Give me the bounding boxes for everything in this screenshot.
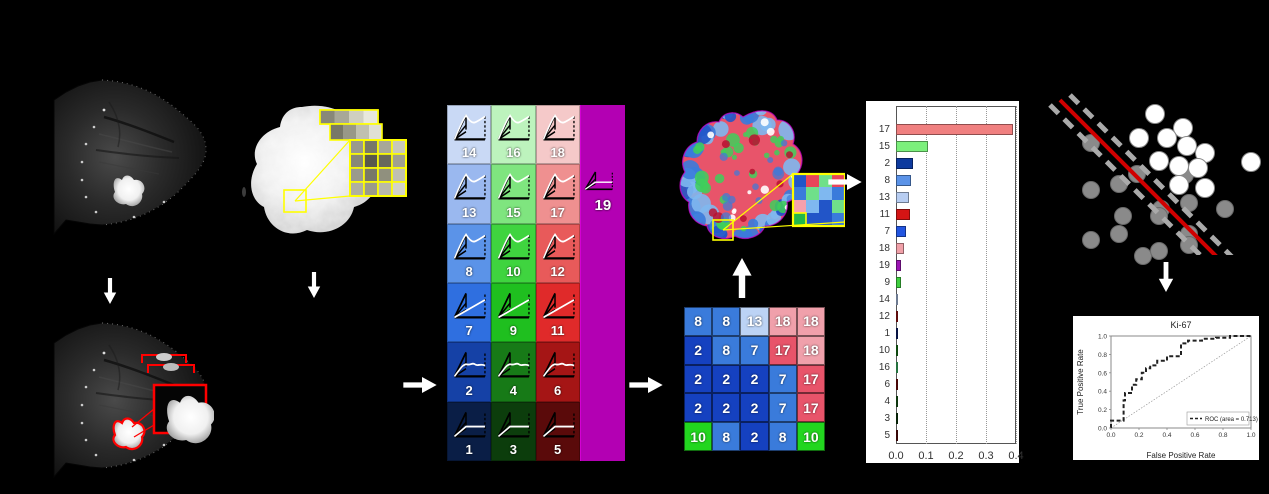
svg-text:0.0: 0.0: [1106, 432, 1115, 439]
svg-text:Ki-67: Ki-67: [1170, 320, 1191, 330]
svg-text:ROC (area = 0.713): ROC (area = 0.713): [1205, 417, 1258, 423]
svg-text:0.2: 0.2: [1098, 407, 1107, 414]
svg-text:0.6: 0.6: [1098, 370, 1107, 377]
svg-text:0.6: 0.6: [1190, 432, 1199, 439]
svg-text:0.2: 0.2: [1134, 432, 1143, 439]
svg-text:1.0: 1.0: [1098, 334, 1107, 341]
svg-text:False Positive Rate: False Positive Rate: [1147, 451, 1216, 460]
svg-text:0.8: 0.8: [1218, 432, 1227, 439]
svg-text:True Positive Rate: True Positive Rate: [1076, 349, 1085, 415]
svg-text:1.0: 1.0: [1246, 432, 1255, 439]
svg-text:0.4: 0.4: [1098, 389, 1107, 396]
svg-text:0.8: 0.8: [1098, 352, 1107, 359]
svg-text:0.4: 0.4: [1162, 432, 1171, 439]
